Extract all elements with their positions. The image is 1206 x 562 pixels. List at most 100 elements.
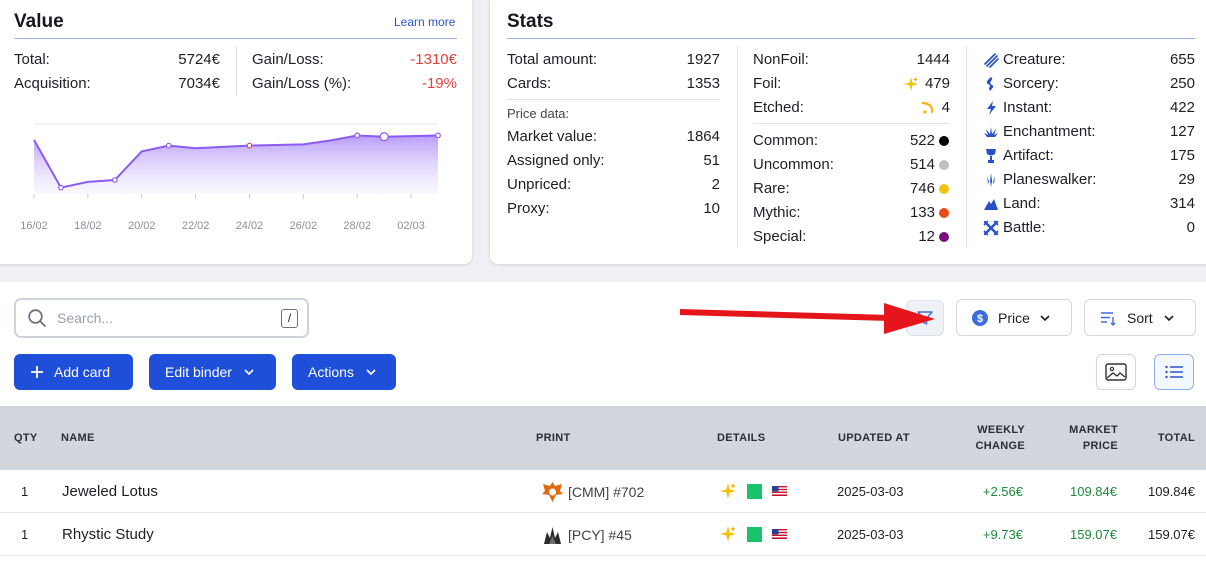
edit-binder-button[interactable]: Edit binder (149, 354, 276, 390)
row-qty: 1 (21, 484, 29, 499)
type-stat-label: Battle: (1003, 219, 1046, 236)
row-name[interactable]: Rhystic Study (62, 526, 154, 543)
chart-tick-label: 28/02 (343, 220, 371, 232)
rarity-stat-value: 514 (909, 156, 935, 173)
sort-label: Sort (1127, 309, 1153, 326)
stat-label: Cards: (507, 75, 552, 92)
header-name[interactable]: NAME (61, 432, 95, 444)
sort-dropdown[interactable]: Sort (1084, 299, 1196, 336)
price-stat-label: Market value: (507, 128, 598, 145)
filter-button[interactable] (906, 300, 944, 336)
rarity-dot (939, 183, 949, 194)
price-data-label: Price data: (507, 106, 570, 121)
type-stat-value: 314 (1169, 195, 1195, 212)
chart-series-line (33, 134, 439, 189)
table-header: QTY NAME PRINT DETAILS UPDATED AT WEEKLY… (0, 406, 1206, 470)
chart-point[interactable] (246, 142, 253, 149)
rarity-stat-row: Common: 522 (753, 132, 949, 149)
finish-stat-value: 479 (924, 75, 950, 92)
price-stat-value: 10 (703, 200, 720, 217)
chart-tick-label: 24/02 (236, 220, 264, 232)
search-input[interactable]: Search... (57, 310, 114, 326)
header-market-line2: PRICE (1082, 440, 1118, 452)
actions-button[interactable]: Actions (292, 354, 396, 390)
value-title-rule (14, 38, 457, 39)
sorcery-icon (983, 76, 999, 92)
price-stat-value: 1864 (686, 128, 720, 145)
chart-point[interactable] (354, 132, 361, 139)
row-weekly-change: +9.73€ (982, 527, 1023, 542)
chart-point[interactable] (111, 177, 118, 183)
row-details (719, 525, 787, 543)
svg-text:$: $ (977, 313, 983, 325)
type-stat-label: Land: (1003, 195, 1041, 212)
gain-value: -1310€ (410, 51, 457, 68)
finish-stat-label: Etched: (753, 99, 804, 116)
row-print[interactable]: [PCY] #45 (541, 524, 632, 546)
image-view-button[interactable] (1096, 354, 1136, 390)
finish-stat-row: Foil: 479 (753, 75, 950, 92)
price-stat-row: Assigned only: 51 (507, 152, 720, 169)
header-weekly-change[interactable]: WEEKLY CHANGE (976, 422, 1025, 454)
value-chart[interactable]: 16/02 18/02 20/02 22/02 24/02 26/02 28/02 02/03 (14, 118, 454, 238)
rarity-stat-value: 746 (909, 180, 935, 197)
header-market-price[interactable]: MARKET PRICE (1069, 422, 1118, 454)
list-icon (1164, 364, 1184, 380)
chevron-down-icon (1163, 312, 1175, 324)
actions-label: Actions (308, 364, 354, 380)
add-card-button[interactable]: Add card (14, 354, 133, 390)
row-qty: 1 (21, 527, 29, 542)
chart-tick-label: 18/02 (74, 220, 102, 232)
header-details[interactable]: DETAILS (717, 432, 766, 444)
rarity-dot (939, 231, 949, 242)
rarity-stat-label: Mythic: (753, 204, 801, 221)
rarity-stat-value: 12 (918, 228, 935, 245)
chevron-down-icon (243, 366, 255, 378)
row-market-price: 109.84€ (1070, 484, 1117, 499)
list-view-button[interactable] (1154, 354, 1194, 390)
header-total[interactable]: TOTAL (1157, 432, 1195, 444)
chart-tick-label: 20/02 (128, 220, 156, 232)
learn-more-link[interactable]: Learn more (394, 15, 456, 29)
row-total: 159.07€ (1148, 527, 1195, 542)
type-stat-label: Sorcery: (1003, 75, 1059, 92)
header-qty[interactable]: QTY (14, 432, 38, 444)
search-box[interactable]: Search... / (14, 298, 309, 338)
land-icon (983, 196, 999, 212)
row-updated-at: 2025-03-03 (837, 527, 904, 542)
chart-point[interactable] (58, 184, 64, 191)
rarity-stat-label: Common: (753, 132, 819, 149)
search-shortcut-key: / (281, 308, 298, 328)
price-stat-row: Market value: 1864 (507, 128, 720, 145)
rarity-stat-label: Rare: (753, 180, 790, 197)
set-cmm-icon (541, 481, 564, 503)
chart-point[interactable] (165, 142, 172, 149)
rarity-dot (939, 159, 949, 170)
chart-area-fill (34, 135, 438, 194)
row-updated-at: 2025-03-03 (837, 484, 904, 499)
table-row[interactable]: 1 Jeweled Lotus [CMM] #702 2025-03-03 +2… (0, 470, 1206, 513)
header-updated-at[interactable]: UPDATED AT (838, 432, 910, 444)
row-name[interactable]: Jeweled Lotus (62, 483, 158, 500)
rarity-stat-value: 522 (909, 132, 935, 149)
gain-pct-value: -19% (421, 75, 457, 92)
us-flag-icon (772, 486, 787, 496)
finish-stat-row: NonFoil: 1444 (753, 51, 950, 68)
acquisition-label: Acquisition: (14, 75, 91, 92)
planeswalker-icon (983, 172, 999, 188)
chart-point[interactable] (379, 132, 389, 142)
finish-stat-value: 1444 (916, 51, 950, 68)
creature-icon (983, 52, 999, 68)
row-print[interactable]: [CMM] #702 (541, 481, 644, 503)
price-dropdown[interactable]: $ Price (956, 299, 1072, 336)
chart-point[interactable] (435, 132, 441, 139)
header-print[interactable]: PRINT (536, 432, 571, 444)
gain-label: Gain/Loss: (252, 51, 324, 68)
table-row[interactable]: 1 Rhystic Study [PCY] #45 2025-03-03 +9.… (0, 513, 1206, 556)
set-pcy-icon (541, 524, 564, 546)
us-flag-icon (772, 529, 787, 539)
type-stat-value: 175 (1169, 147, 1195, 164)
chart-tick-label: 22/02 (182, 220, 210, 232)
stat-row: Total amount: 1927 (507, 51, 720, 68)
row-details (719, 482, 787, 500)
